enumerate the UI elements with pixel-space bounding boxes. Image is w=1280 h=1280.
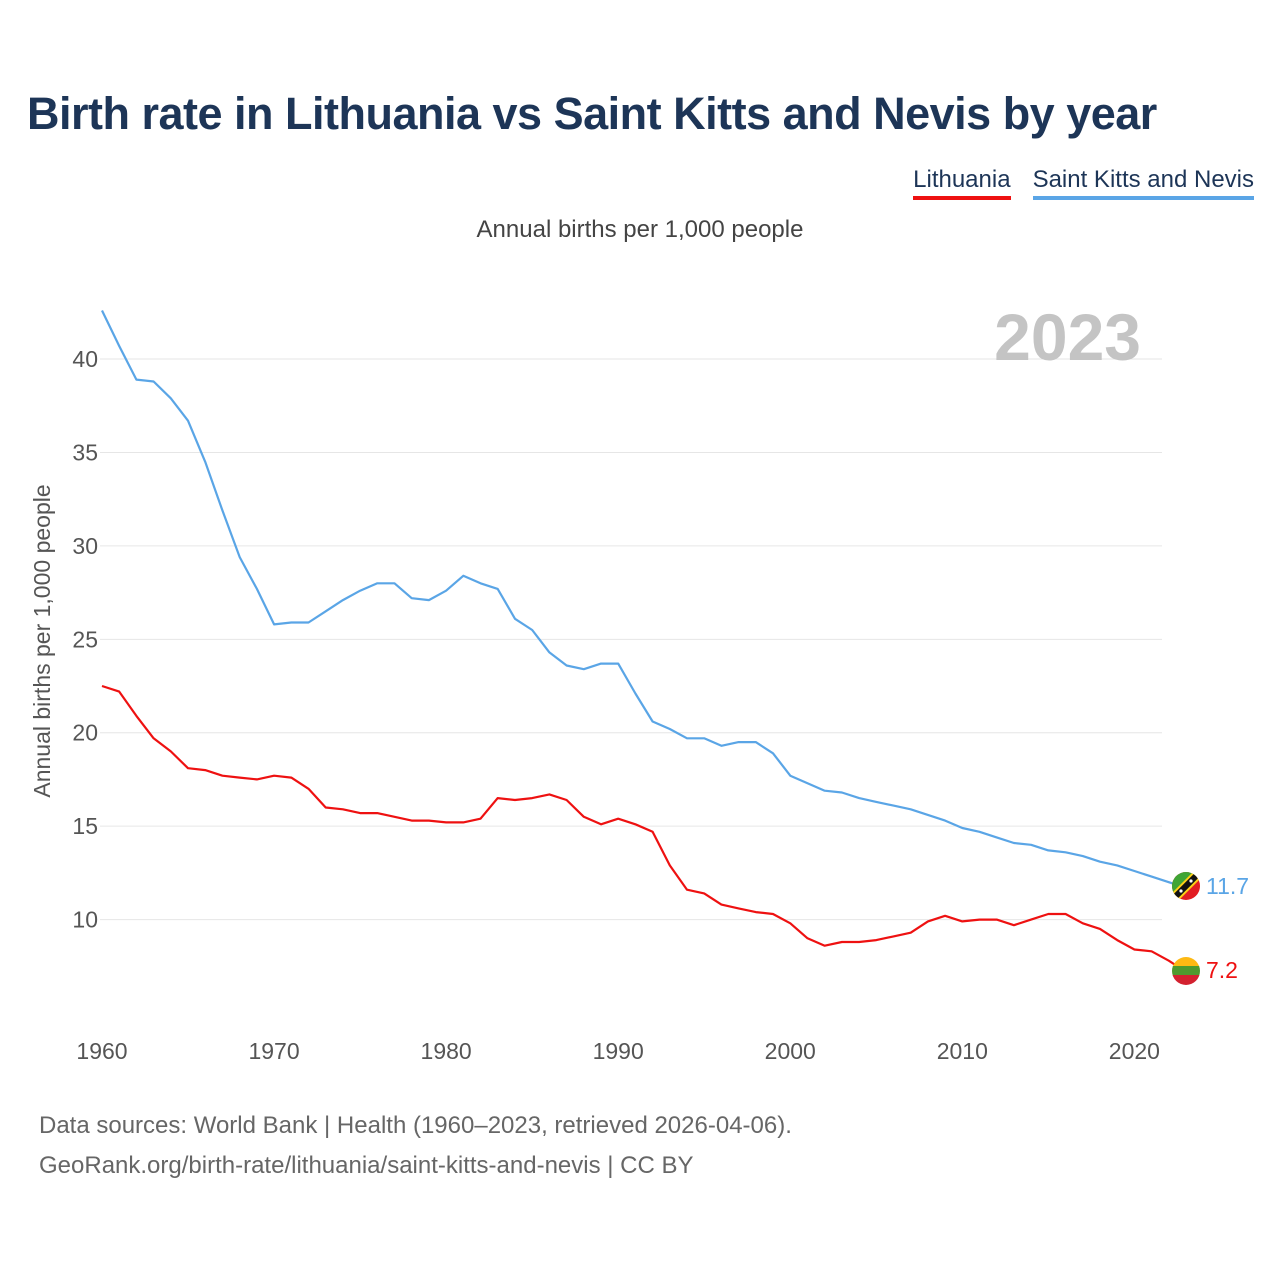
- end-value-saint-kitts-and-nevis: 11.7: [1206, 873, 1249, 899]
- y-tick-label: 10: [72, 907, 98, 933]
- legend-item-lithuania[interactable]: Lithuania: [913, 166, 1011, 200]
- y-tick-label: 40: [72, 346, 98, 372]
- x-tick-label: 1960: [76, 1038, 127, 1064]
- end-markers: 11.7 7.2: [1172, 872, 1249, 985]
- series-line-saint-kitts-and-nevis: [101, 310, 1187, 889]
- series-lines: [101, 310, 1187, 973]
- legend-item-saint-kitts-and-nevis[interactable]: Saint Kitts and Nevis: [1032, 166, 1254, 200]
- y-axis-ticks: 10 15 20 25 30 35 40: [72, 346, 98, 933]
- source-line: Data sources: World Bank | Health (1960–…: [39, 1112, 792, 1139]
- x-tick-label: 2020: [1109, 1038, 1160, 1064]
- current-year-label: 2023: [994, 300, 1141, 374]
- x-tick-label: 2010: [937, 1038, 988, 1064]
- saint-kitts-flag-icon: [1172, 872, 1200, 900]
- y-tick-label: 30: [72, 533, 98, 559]
- x-axis-ticks: 1960 1970 1980 1990 2000 2010 2020: [76, 1038, 1160, 1064]
- y-axis-label: Annual births per 1,000 people: [29, 484, 55, 797]
- footer-source: Data sources: World Bank | Health (1960–…: [39, 1106, 792, 1186]
- end-value-lithuania: 7.2: [1206, 957, 1238, 983]
- chart-title: Birth rate in Lithuania vs Saint Kitts a…: [27, 88, 1157, 139]
- series-line-lithuania: [101, 684, 1187, 973]
- gridlines: [100, 358, 1162, 921]
- x-tick-label: 1980: [421, 1038, 472, 1064]
- x-tick-label: 1970: [248, 1038, 299, 1064]
- x-tick-label: 1990: [593, 1038, 644, 1064]
- y-tick-label: 20: [72, 720, 98, 746]
- x-tick-label: 2000: [765, 1038, 816, 1064]
- lithuania-flag-icon: [1172, 957, 1200, 985]
- chart-subtitle: Annual births per 1,000 people: [476, 216, 804, 243]
- y-tick-label: 15: [72, 813, 98, 839]
- y-tick-label: 35: [72, 439, 98, 465]
- attribution-line: GeoRank.org/birth-rate/lithuania/saint-k…: [39, 1152, 694, 1179]
- legend: Lithuania Saint Kitts and Nevis: [913, 166, 1254, 200]
- y-tick-label: 25: [72, 626, 98, 652]
